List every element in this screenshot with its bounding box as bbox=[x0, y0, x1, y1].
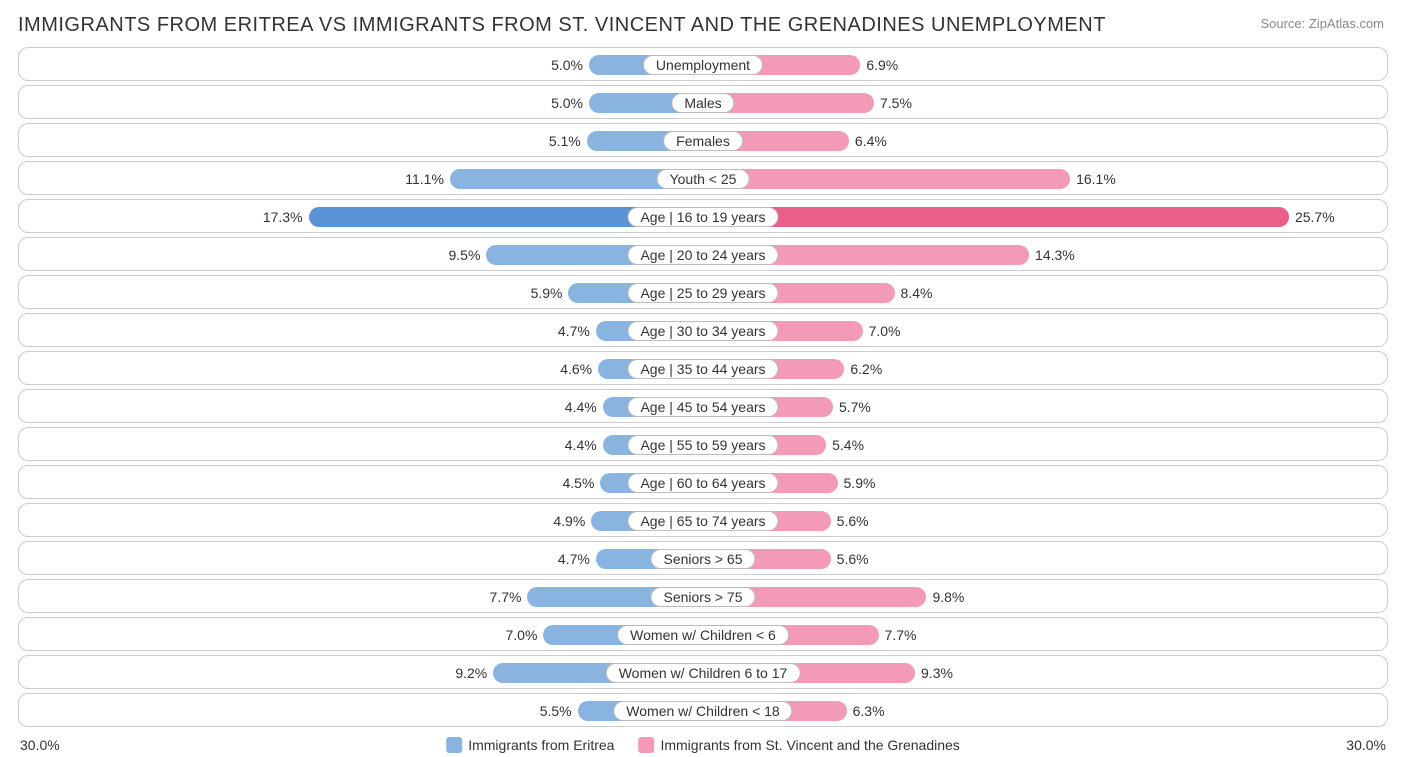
value-label-left: 4.4% bbox=[565, 428, 597, 462]
category-label: Age | 35 to 44 years bbox=[627, 359, 778, 379]
value-label-left: 5.5% bbox=[540, 694, 572, 728]
category-label: Women w/ Children < 18 bbox=[613, 701, 792, 721]
legend-swatch bbox=[446, 737, 462, 753]
chart-row: 4.7% 7.0% Age | 30 to 34 years bbox=[18, 313, 1388, 347]
chart-row: 4.9% 5.6% Age | 65 to 74 years bbox=[18, 503, 1388, 537]
source-attribution: Source: ZipAtlas.com bbox=[1260, 16, 1384, 31]
value-label-left: 17.3% bbox=[263, 200, 303, 234]
category-label: Women w/ Children < 6 bbox=[617, 625, 789, 645]
chart-row: 5.9% 8.4% Age | 25 to 29 years bbox=[18, 275, 1388, 309]
category-label: Age | 65 to 74 years bbox=[627, 511, 778, 531]
category-label: Age | 30 to 34 years bbox=[627, 321, 778, 341]
chart-row: 5.1% 6.4% Females bbox=[18, 123, 1388, 157]
value-label-left: 4.6% bbox=[560, 352, 592, 386]
value-label-right: 7.7% bbox=[885, 618, 917, 652]
category-label: Males bbox=[671, 93, 734, 113]
value-label-left: 4.9% bbox=[553, 504, 585, 538]
axis-label-left: 30.0% bbox=[20, 731, 60, 757]
chart-row: 7.7% 9.8% Seniors > 75 bbox=[18, 579, 1388, 613]
value-label-right: 6.4% bbox=[855, 124, 887, 158]
value-label-right: 16.1% bbox=[1076, 162, 1116, 196]
value-label-right: 5.4% bbox=[832, 428, 864, 462]
chart-area: 5.0% 6.9% Unemployment 5.0% 7.5% Males 5.1% 6.4… bbox=[18, 47, 1388, 757]
category-label: Women w/ Children 6 to 17 bbox=[606, 663, 801, 683]
category-label: Youth < 25 bbox=[657, 169, 750, 189]
value-label-right: 6.2% bbox=[850, 352, 882, 386]
category-label: Seniors > 75 bbox=[651, 587, 756, 607]
category-label: Seniors > 65 bbox=[651, 549, 756, 569]
value-label-right: 5.6% bbox=[837, 542, 869, 576]
legend-item: Immigrants from Eritrea bbox=[446, 731, 614, 757]
value-label-right: 5.7% bbox=[839, 390, 871, 424]
chart-row: 4.5% 5.9% Age | 60 to 64 years bbox=[18, 465, 1388, 499]
value-label-left: 4.7% bbox=[558, 314, 590, 348]
value-label-left: 7.0% bbox=[505, 618, 537, 652]
value-label-left: 5.0% bbox=[551, 86, 583, 120]
value-label-left: 4.7% bbox=[558, 542, 590, 576]
chart-row: 5.0% 6.9% Unemployment bbox=[18, 47, 1388, 81]
legend: Immigrants from Eritrea Immigrants from S… bbox=[446, 731, 960, 757]
chart-row: 17.3% 25.7% Age | 16 to 19 years bbox=[18, 199, 1388, 233]
value-label-left: 5.1% bbox=[549, 124, 581, 158]
chart-row: 9.2% 9.3% Women w/ Children 6 to 17 bbox=[18, 655, 1388, 689]
legend-label: Immigrants from Eritrea bbox=[468, 731, 614, 757]
value-label-right: 7.0% bbox=[869, 314, 901, 348]
category-label: Age | 60 to 64 years bbox=[627, 473, 778, 493]
category-label: Females bbox=[663, 131, 743, 151]
chart-row: 11.1% 16.1% Youth < 25 bbox=[18, 161, 1388, 195]
chart-row: 7.0% 7.7% Women w/ Children < 6 bbox=[18, 617, 1388, 651]
category-label: Unemployment bbox=[643, 55, 763, 75]
category-label: Age | 25 to 29 years bbox=[627, 283, 778, 303]
chart-row: 4.6% 6.2% Age | 35 to 44 years bbox=[18, 351, 1388, 385]
value-label-left: 7.7% bbox=[490, 580, 522, 614]
chart-title: IMMIGRANTS FROM ERITREA VS IMMIGRANTS FR… bbox=[18, 14, 1388, 37]
value-label-left: 11.1% bbox=[405, 162, 444, 196]
chart-row: 4.4% 5.4% Age | 55 to 59 years bbox=[18, 427, 1388, 461]
value-label-right: 14.3% bbox=[1035, 238, 1075, 272]
chart-row: 4.7% 5.6% Seniors > 65 bbox=[18, 541, 1388, 575]
value-label-left: 5.9% bbox=[531, 276, 563, 310]
chart-row: 4.4% 5.7% Age | 45 to 54 years bbox=[18, 389, 1388, 423]
value-label-left: 4.4% bbox=[565, 390, 597, 424]
bar-right bbox=[703, 169, 1070, 189]
legend-swatch bbox=[638, 737, 654, 753]
value-label-right: 9.8% bbox=[932, 580, 964, 614]
value-label-left: 9.5% bbox=[448, 238, 480, 272]
value-label-left: 4.5% bbox=[562, 466, 594, 500]
chart-row: 5.0% 7.5% Males bbox=[18, 85, 1388, 119]
chart-row: 5.5% 6.3% Women w/ Children < 18 bbox=[18, 693, 1388, 727]
chart-footer: 30.0%30.0%Immigrants from EritreaImmigra… bbox=[18, 731, 1388, 757]
category-label: Age | 16 to 19 years bbox=[627, 207, 778, 227]
value-label-right: 25.7% bbox=[1295, 200, 1335, 234]
value-label-right: 8.4% bbox=[901, 276, 933, 310]
category-label: Age | 45 to 54 years bbox=[627, 397, 778, 417]
chart-row: 9.5% 14.3% Age | 20 to 24 years bbox=[18, 237, 1388, 271]
value-label-left: 9.2% bbox=[455, 656, 487, 690]
chart-container: IMMIGRANTS FROM ERITREA VS IMMIGRANTS FR… bbox=[0, 0, 1406, 757]
value-label-right: 7.5% bbox=[880, 86, 912, 120]
axis-label-right: 30.0% bbox=[1346, 731, 1386, 757]
value-label-left: 5.0% bbox=[551, 48, 583, 82]
legend-item: Immigrants from St. Vincent and the Gren… bbox=[638, 731, 959, 757]
bar-right bbox=[703, 207, 1289, 227]
value-label-right: 6.9% bbox=[866, 48, 898, 82]
category-label: Age | 20 to 24 years bbox=[627, 245, 778, 265]
value-label-right: 5.6% bbox=[837, 504, 869, 538]
category-label: Age | 55 to 59 years bbox=[627, 435, 778, 455]
value-label-right: 9.3% bbox=[921, 656, 953, 690]
value-label-right: 6.3% bbox=[853, 694, 885, 728]
value-label-right: 5.9% bbox=[844, 466, 876, 500]
legend-label: Immigrants from St. Vincent and the Gren… bbox=[660, 731, 959, 757]
